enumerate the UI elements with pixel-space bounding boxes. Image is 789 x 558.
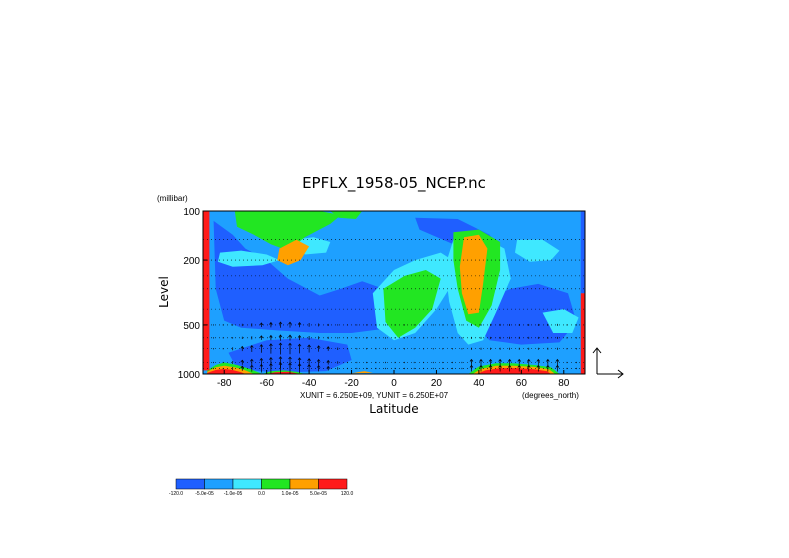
flux-arrow-head xyxy=(316,345,321,349)
flux-arrow-head xyxy=(297,334,302,338)
y-tick-label: 100 xyxy=(183,207,200,218)
y-units-label: (millibar) xyxy=(157,194,188,203)
flux-arrow-head xyxy=(546,358,550,362)
flux-arrow-head xyxy=(278,356,283,359)
flux-arrow-head xyxy=(288,321,292,325)
colorbar-label: 0.0 xyxy=(258,491,265,497)
flux-arrow-head xyxy=(517,358,521,362)
contour-region xyxy=(277,239,310,266)
x-tick-label: -80 xyxy=(217,378,232,389)
flux-arrow-head xyxy=(326,346,330,349)
flux-arrow-head xyxy=(250,358,254,362)
colorbar-label: -1.0e-05 xyxy=(224,491,243,497)
flux-arrow-head xyxy=(240,365,245,369)
contour-region xyxy=(476,368,551,374)
flux-arrow-head xyxy=(526,358,531,362)
flux-arrow-head xyxy=(259,322,264,326)
colorbar: -120.0 -5.0e-05 -1.0e-05 0.0 1.0e-05 5.0e-05 1… xyxy=(169,478,354,497)
contour-region xyxy=(203,211,210,371)
colorbar-label: -5.0e-05 xyxy=(195,491,214,497)
x-tick-label: 60 xyxy=(516,378,528,389)
colorbar-label: 1.0e-05 xyxy=(282,491,299,497)
contour-region xyxy=(515,239,560,262)
colorbar-label: 120.0 xyxy=(341,491,354,497)
flux-arrow-head xyxy=(288,356,292,360)
contour-region xyxy=(383,270,441,338)
colorbar-label: -120.0 xyxy=(169,491,183,497)
flux-arrow-head xyxy=(555,358,560,362)
reference-vector xyxy=(592,347,624,379)
flux-arrow-head xyxy=(307,358,311,361)
y-axis-label: Level xyxy=(157,276,171,308)
flux-arrow-head xyxy=(278,334,283,338)
flux-arrow-head xyxy=(297,357,302,361)
y-tick-label: 1000 xyxy=(178,370,201,381)
flux-arrow-head xyxy=(288,342,292,346)
flux-arrow-head xyxy=(259,357,264,361)
flux-arrow-head xyxy=(240,345,245,349)
colorbar-swatch xyxy=(318,478,348,490)
flux-arrow-head xyxy=(288,334,292,338)
flux-arrow-head xyxy=(479,358,483,362)
colorbar-label: 5.0e-05 xyxy=(310,491,327,497)
x-units-label: (degrees_north) xyxy=(522,391,579,400)
flux-arrow-head xyxy=(259,335,264,339)
flux-arrow-head xyxy=(297,322,302,325)
contour-region xyxy=(580,211,585,294)
flux-arrow-head xyxy=(240,359,245,363)
contour-region xyxy=(459,234,488,315)
colorbar-swatch xyxy=(204,478,234,490)
x-tick-label: 0 xyxy=(391,378,397,389)
contour-region xyxy=(266,371,301,374)
x-tick-label: 40 xyxy=(473,378,485,389)
flux-arrow-head xyxy=(250,344,254,348)
flux-arrow-head xyxy=(307,344,311,348)
flux-arrow-head xyxy=(269,357,273,360)
colorbar-swatch xyxy=(175,478,205,490)
axis-ticks: -80 -60 -40 -20 0 20 40 60 80 100 200 500 1000 xyxy=(178,207,570,389)
flux-arrow-head xyxy=(316,364,321,368)
contour-region xyxy=(330,211,363,219)
flux-arrow-head xyxy=(269,334,273,338)
flux-arrow-head xyxy=(316,359,321,362)
contour-region xyxy=(228,337,352,373)
flux-arrow-head xyxy=(498,358,502,362)
flux-arrow-head xyxy=(326,365,330,369)
contour-region xyxy=(580,293,585,374)
colorbar-swatch xyxy=(261,478,291,490)
unit-note: XUNIT = 6.250E+09, YUNIT = 6.250E+07 xyxy=(300,391,449,400)
flux-arrow-head xyxy=(536,358,541,362)
colorbar-swatch xyxy=(289,478,319,490)
x-tick-label: 80 xyxy=(558,378,570,389)
x-tick-label: -60 xyxy=(259,378,274,389)
flux-arrow-head xyxy=(278,342,283,346)
chart-title: EPFLX_1958-05_NCEP.nc xyxy=(302,174,486,193)
flux-arrow-head xyxy=(269,343,273,347)
flux-arrow-head xyxy=(269,321,273,325)
y-tick-label: 500 xyxy=(183,321,200,332)
plot-area xyxy=(203,211,585,374)
x-tick-label: 20 xyxy=(431,378,443,389)
contour-region xyxy=(234,211,341,251)
contour-region xyxy=(213,220,390,333)
contour-region xyxy=(542,309,579,333)
contour-region xyxy=(207,368,246,374)
contour-region xyxy=(351,371,373,374)
colorbar-swatch xyxy=(232,478,262,490)
contour-region xyxy=(217,250,280,267)
flux-arrow-head xyxy=(259,344,264,347)
flux-arrow-head xyxy=(488,358,493,362)
flux-arrow-head xyxy=(507,358,512,362)
x-tick-label: -40 xyxy=(302,378,317,389)
contour-regions xyxy=(203,211,585,374)
flux-arrow-head xyxy=(326,359,330,363)
flux-arrow-head xyxy=(469,358,474,362)
x-axis-label: Latitude xyxy=(369,402,418,416)
flux-arrows xyxy=(213,321,577,374)
flux-arrow-head xyxy=(297,343,302,347)
flux-arrow-head xyxy=(278,321,283,325)
y-tick-label: 200 xyxy=(183,256,200,267)
x-tick-label: -20 xyxy=(344,378,359,389)
